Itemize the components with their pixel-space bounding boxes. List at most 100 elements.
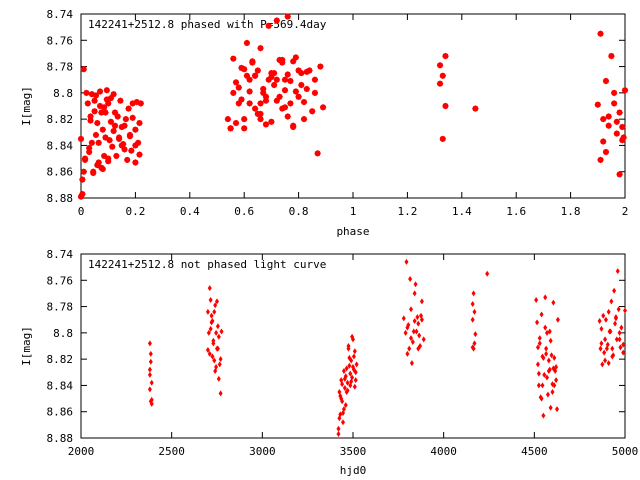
x-tick-label: 5000 (612, 445, 639, 458)
data-point (555, 316, 560, 323)
x-axis-label: phase (336, 225, 369, 238)
data-point (81, 156, 89, 164)
y-tick-label: 8.88 (47, 192, 74, 205)
data-point (311, 89, 319, 97)
data-point (235, 84, 242, 91)
data-point (551, 299, 556, 306)
data-point (471, 345, 476, 352)
data-point (79, 190, 86, 198)
data-point (342, 375, 347, 382)
x-tick-label: 1.4 (452, 205, 472, 218)
data-point (246, 76, 253, 83)
data-point (547, 328, 552, 335)
data-point (292, 88, 300, 95)
data-point (339, 395, 344, 402)
data-point (88, 139, 96, 146)
data-point (345, 379, 350, 386)
data-point (410, 339, 415, 346)
data-point (544, 345, 549, 352)
data-point (132, 126, 139, 133)
data-point (347, 362, 352, 369)
data-point (102, 134, 109, 141)
data-point (129, 114, 136, 121)
x-tick-label: 0 (78, 205, 85, 218)
data-point (415, 314, 420, 321)
data-point (337, 415, 342, 422)
data-point (317, 63, 324, 70)
data-point (597, 30, 604, 37)
data-point (599, 325, 604, 332)
data-point (341, 419, 346, 426)
data-point (536, 370, 541, 377)
data-point (405, 350, 410, 357)
x-tick-label: 4500 (521, 445, 548, 458)
data-point (471, 290, 476, 297)
data-point (211, 340, 216, 347)
data-point (548, 404, 553, 411)
data-point (224, 115, 232, 123)
data-point (126, 133, 134, 140)
data-point (610, 345, 615, 352)
data-point (257, 45, 264, 52)
data-point (600, 138, 607, 145)
data-point (241, 125, 248, 132)
data-point (470, 300, 475, 307)
data-point (608, 52, 615, 60)
data-point (273, 97, 280, 104)
data-point (212, 308, 217, 315)
data-point (215, 298, 219, 305)
data-point (606, 308, 611, 315)
data-point (91, 108, 98, 115)
data-point (147, 371, 152, 378)
data-point (287, 100, 294, 107)
data-point (600, 361, 605, 368)
data-point (419, 316, 424, 323)
x-tick-label: 0.6 (234, 205, 254, 218)
data-point (539, 311, 544, 318)
data-point (149, 379, 154, 386)
data-point (340, 381, 345, 388)
data-point (485, 270, 490, 277)
data-point (87, 117, 94, 124)
data-point (303, 68, 310, 75)
data-point (205, 308, 210, 315)
data-point (281, 76, 289, 83)
data-point (621, 349, 626, 356)
data-point (416, 320, 421, 327)
data-point (613, 130, 620, 137)
data-point (295, 67, 302, 74)
data-point (214, 329, 219, 336)
data-point (284, 71, 291, 78)
data-point (612, 287, 617, 294)
data-point (353, 369, 358, 376)
data-point (615, 268, 620, 275)
data-point (92, 92, 100, 99)
data-point (148, 350, 153, 357)
data-point (336, 431, 341, 438)
data-point (207, 350, 212, 357)
data-point (232, 79, 240, 86)
data-point (603, 357, 608, 364)
data-point (352, 383, 357, 390)
data-point (542, 371, 547, 378)
axis-ticks: 0 0.2 0.4 0.6 0.8 1 1.2 1.4 1.6 1.8 2 8.74 8.76 8.78 8… (47, 8, 629, 218)
data-point (548, 337, 553, 344)
data-point (539, 395, 544, 402)
data-point (290, 58, 297, 65)
data-point (279, 105, 286, 112)
data-point (439, 72, 446, 79)
data-point (281, 87, 289, 94)
data-point (470, 316, 475, 323)
data-point (404, 258, 409, 265)
x-tick-label: 1 (350, 205, 357, 218)
data-point (554, 364, 559, 371)
data-point (602, 349, 607, 356)
data-point (611, 352, 616, 359)
data-point (613, 118, 620, 125)
data-point (414, 328, 419, 335)
data-point (251, 105, 259, 112)
data-point (249, 59, 256, 66)
data-point (537, 335, 542, 342)
data-point (616, 306, 621, 313)
data-point (96, 88, 104, 95)
